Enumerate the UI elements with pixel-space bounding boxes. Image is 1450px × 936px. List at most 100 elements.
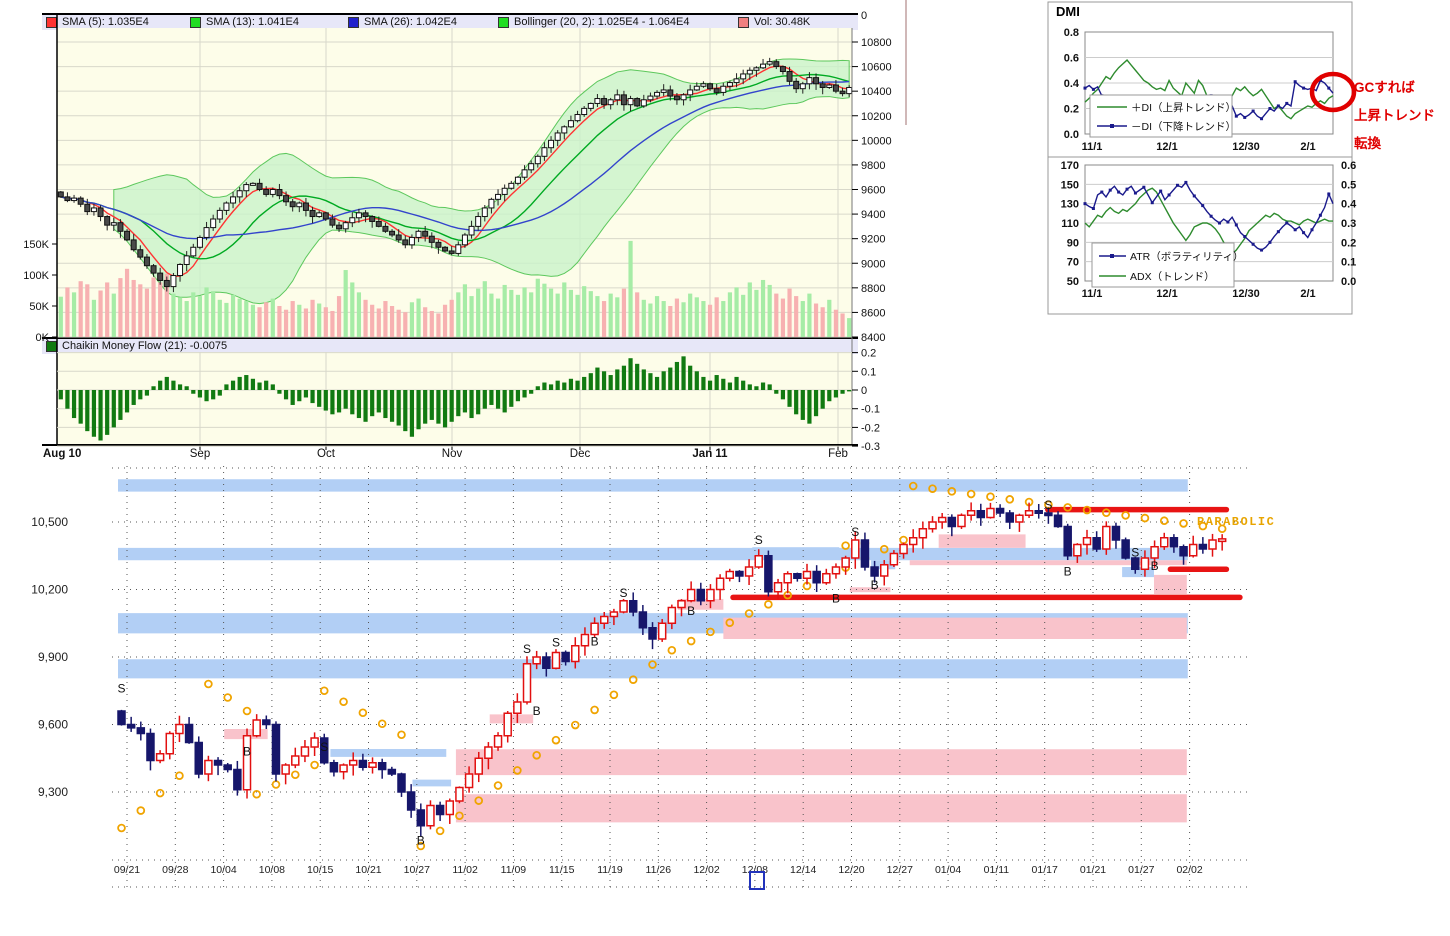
main-chart-gridlines <box>57 28 852 445</box>
svg-text:12/27: 12/27 <box>887 864 913 876</box>
svg-text:9000: 9000 <box>861 258 885 270</box>
legend-label: Vol: 30.48K <box>754 16 811 28</box>
legend-item-0: SMA (5): 1.035E4 <box>46 15 149 30</box>
svg-text:S: S <box>755 533 763 547</box>
svg-text:11/15: 11/15 <box>549 864 575 876</box>
svg-text:12/30: 12/30 <box>1232 288 1260 300</box>
svg-text:0.1: 0.1 <box>1341 257 1356 269</box>
svg-text:12/20: 12/20 <box>838 864 864 876</box>
svg-text:12/14: 12/14 <box>790 864 816 876</box>
svg-text:B: B <box>591 634 599 648</box>
svg-text:B: B <box>687 604 695 618</box>
svg-text:8400: 8400 <box>861 332 885 344</box>
main-candles <box>57 57 853 293</box>
bottom-candles <box>117 502 1227 837</box>
svg-text:02/02: 02/02 <box>1176 864 1202 876</box>
svg-text:-0.2: -0.2 <box>861 422 880 434</box>
main-chart-legend: SMA (5): 1.035E4 SMA (13): 1.041E4 SMA (26… <box>42 13 858 30</box>
svg-text:10200: 10200 <box>861 111 892 123</box>
svg-text:9,900: 9,900 <box>38 650 68 664</box>
svg-text:12/1: 12/1 <box>1156 141 1177 153</box>
svg-text:11/26: 11/26 <box>646 864 672 876</box>
svg-text:50: 50 <box>1067 276 1079 288</box>
svg-text:10400: 10400 <box>861 86 892 98</box>
gc-circle <box>1309 71 1357 113</box>
svg-text:50K: 50K <box>29 301 49 313</box>
legend-label: SMA (13): 1.041E4 <box>206 16 299 28</box>
svg-text:B: B <box>832 592 840 606</box>
legend-item-3: Bollinger (20, 2): 1.025E4 - 1.064E4 <box>498 15 690 30</box>
legend-swatch <box>738 17 749 28</box>
svg-text:-0.3: -0.3 <box>861 441 880 453</box>
atr-legend: ATR（ボラティリティ） ADX（トレンド） <box>1091 242 1243 288</box>
sma-lines <box>60 65 850 277</box>
svg-text:S: S <box>620 586 628 600</box>
parabolic-label: PARABOLIC <box>1197 515 1276 529</box>
cmf-bars <box>58 356 852 441</box>
svg-text:12/30: 12/30 <box>1232 141 1260 153</box>
svg-text:S: S <box>117 682 125 696</box>
svg-text:11/1: 11/1 <box>1082 288 1103 300</box>
red-trend-lines <box>730 506 1243 601</box>
svg-text:10/27: 10/27 <box>404 864 430 876</box>
svg-text:B: B <box>417 833 425 847</box>
svg-text:10600: 10600 <box>861 62 892 74</box>
svg-text:09/21: 09/21 <box>114 864 140 876</box>
svg-text:0.4: 0.4 <box>1341 199 1357 211</box>
svg-text:10,500: 10,500 <box>31 515 68 529</box>
svg-text:0.0: 0.0 <box>1064 129 1079 141</box>
svg-text:150: 150 <box>1061 179 1079 191</box>
svg-text:B: B <box>1151 559 1159 573</box>
legend-label: SMA (26): 1.042E4 <box>364 16 457 28</box>
svg-text:ATR（ボラティリティ）: ATR（ボラティリティ） <box>1130 251 1243 263</box>
svg-text:B: B <box>243 745 251 759</box>
legend-item-2: SMA (26): 1.042E4 <box>348 15 457 30</box>
svg-text:0.1: 0.1 <box>861 366 876 378</box>
svg-text:ADX（トレンド）: ADX（トレンド） <box>1130 271 1215 283</box>
svg-text:170: 170 <box>1061 160 1079 172</box>
svg-text:-0.1: -0.1 <box>861 404 880 416</box>
svg-text:Sep: Sep <box>190 448 210 460</box>
svg-text:10800: 10800 <box>861 37 892 49</box>
gc-annotation: GCすれば 上昇トレンド 転換 <box>1354 74 1435 158</box>
svg-text:100K: 100K <box>23 270 49 282</box>
svg-text:11/02: 11/02 <box>452 864 478 876</box>
svg-text:8800: 8800 <box>861 283 885 295</box>
cmf-chart: 0.2 0.1 0 -0.1 -0.2 -0.3 <box>57 348 880 453</box>
svg-text:9,300: 9,300 <box>38 785 68 799</box>
bollinger-band <box>113 58 850 305</box>
svg-text:10000: 10000 <box>861 135 892 147</box>
svg-text:01/17: 01/17 <box>1032 864 1058 876</box>
svg-text:B: B <box>533 704 541 718</box>
svg-text:110: 110 <box>1061 218 1079 230</box>
svg-text:B: B <box>1064 565 1072 579</box>
svg-text:0K: 0K <box>36 332 50 344</box>
dmi-panel-title: DMI <box>1056 4 1080 19</box>
svg-text:0.0: 0.0 <box>1341 276 1356 288</box>
svg-text:01/27: 01/27 <box>1128 864 1154 876</box>
svg-text:0: 0 <box>861 10 867 22</box>
svg-text:12/1: 12/1 <box>1156 288 1177 300</box>
svg-text:12/02: 12/02 <box>693 864 719 876</box>
svg-text:S: S <box>523 642 531 656</box>
cmf-legend-label: Chaikin Money Flow (21): -0.0075 <box>62 340 228 352</box>
svg-text:10/04: 10/04 <box>210 864 236 876</box>
svg-text:0: 0 <box>861 385 867 397</box>
svg-text:9600: 9600 <box>861 185 885 197</box>
legend-swatch <box>348 17 359 28</box>
svg-text:2/1: 2/1 <box>1300 141 1315 153</box>
svg-text:9200: 9200 <box>861 234 885 246</box>
gc-annotation-line: GCすれば <box>1354 80 1415 95</box>
svg-text:8600: 8600 <box>861 307 885 319</box>
legend-swatch <box>498 17 509 28</box>
svg-text:10/21: 10/21 <box>355 864 381 876</box>
volume-bars <box>58 240 852 337</box>
svg-text:01/04: 01/04 <box>935 864 961 876</box>
svg-text:9800: 9800 <box>861 160 885 172</box>
svg-text:11/19: 11/19 <box>597 864 623 876</box>
svg-text:0.5: 0.5 <box>1341 179 1356 191</box>
svg-text:09/28: 09/28 <box>162 864 188 876</box>
svg-text:S: S <box>552 635 560 649</box>
